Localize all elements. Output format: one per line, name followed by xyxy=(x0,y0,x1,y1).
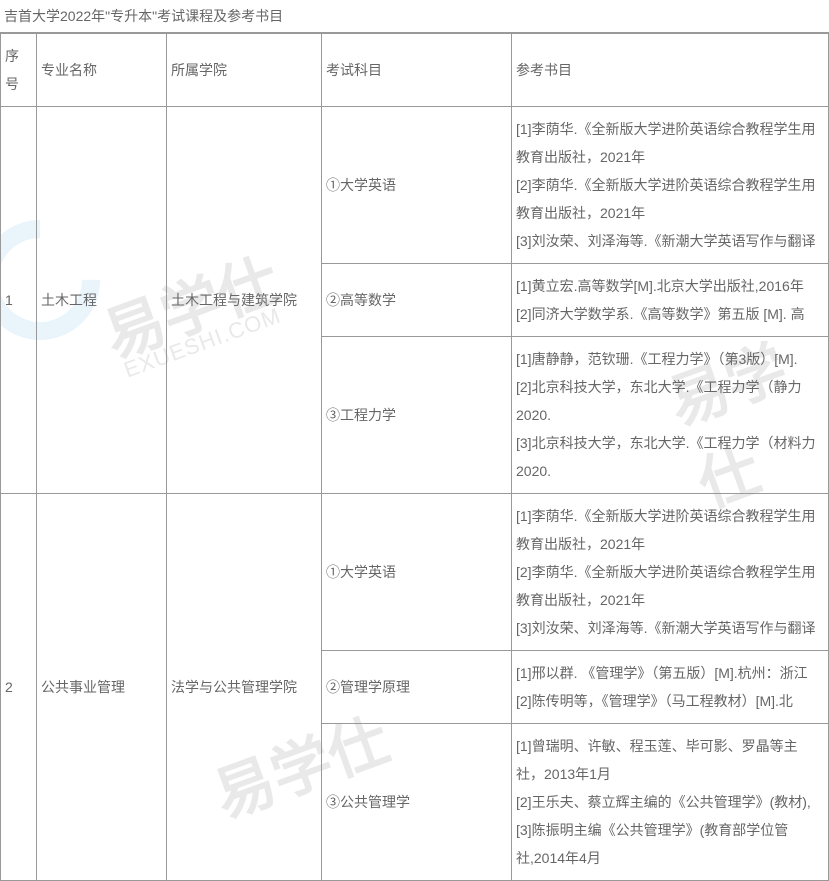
ref-line: 2020. xyxy=(516,401,824,429)
cell-ref: [1]李荫华.《全新版大学进阶英语综合教程学生用教育出版社，2021年[2]李荫… xyxy=(512,494,829,651)
ref-line: [1]李荫华.《全新版大学进阶英语综合教程学生用 xyxy=(516,502,824,530)
cell-subject: ③公共管理学 xyxy=(322,724,512,881)
ref-line: [1]邢以群. 《管理学》（第五版）[M].杭州：浙江 xyxy=(516,659,824,687)
ref-line: 教育出版社，2021年 xyxy=(516,199,824,227)
cell-major: 公共事业管理 xyxy=(37,494,167,881)
cell-major: 土木工程 xyxy=(37,107,167,494)
ref-line: [2]同济大学数学系.《高等数学》第五版 [M]. 高 xyxy=(516,300,824,328)
ref-line: 教育出版社，2021年 xyxy=(516,143,824,171)
ref-line: 教育出版社，2021年 xyxy=(516,586,824,614)
th-ref: 参考书目 xyxy=(512,34,829,107)
th-major: 专业名称 xyxy=(37,34,167,107)
ref-line: [1]唐静静，范钦珊.《工程力学》（第3版）[M]. xyxy=(516,345,824,373)
cell-college: 法学与公共管理学院 xyxy=(167,494,322,881)
cell-subject: ①大学英语 xyxy=(322,107,512,264)
ref-line: [2]李荫华.《全新版大学进阶英语综合教程学生用 xyxy=(516,558,824,586)
cell-college: 土木工程与建筑学院 xyxy=(167,107,322,494)
th-subject: 考试科目 xyxy=(322,34,512,107)
cell-ref: [1]李荫华.《全新版大学进阶英语综合教程学生用教育出版社，2021年[2]李荫… xyxy=(512,107,829,264)
ref-line: [2]陈传明等，《管理学》（马工程教材）[M].北 xyxy=(516,687,824,715)
ref-line: [3]刘汝荣、刘泽海等.《新潮大学英语写作与翻译 xyxy=(516,614,824,642)
cell-ref: [1]唐静静，范钦珊.《工程力学》（第3版）[M].[2]北京科技大学，东北大学… xyxy=(512,337,829,494)
cell-subject: ①大学英语 xyxy=(322,494,512,651)
cell-ref: [1]曾瑞明、许敏、程玉莲、毕可影、罗晶等主社，2013年1月[2]王乐夫、蔡立… xyxy=(512,724,829,881)
cell-subject: ③工程力学 xyxy=(322,337,512,494)
table-body: 1土木工程土木工程与建筑学院①大学英语[1]李荫华.《全新版大学进阶英语综合教程… xyxy=(1,107,829,881)
ref-line: [3]刘汝荣、刘泽海等.《新潮大学英语写作与翻译 xyxy=(516,227,824,255)
ref-line: 社,2014年4月 xyxy=(516,844,824,872)
ref-line: [1]黄立宏.高等数学[M].北京大学出版社,2016年 xyxy=(516,272,824,300)
ref-line: [2]王乐夫、蔡立辉主编的《公共管理学》(教材), xyxy=(516,788,824,816)
ref-line: [3]北京科技大学，东北大学.《工程力学（材料力 xyxy=(516,429,824,457)
ref-line: [2]北京科技大学，东北大学.《工程力学（静力 xyxy=(516,373,824,401)
ref-line: 社，2013年1月 xyxy=(516,760,824,788)
ref-line: 教育出版社，2021年 xyxy=(516,530,824,558)
ref-line: [3]陈振明主编《公共管理学》(教育部学位管 xyxy=(516,816,824,844)
ref-line: [2]李荫华.《全新版大学进阶英语综合教程学生用 xyxy=(516,171,824,199)
ref-line: 2020. xyxy=(516,457,824,485)
cell-subject: ②管理学原理 xyxy=(322,651,512,724)
ref-line: [1]曾瑞明、许敏、程玉莲、毕可影、罗晶等主 xyxy=(516,732,824,760)
cell-idx: 1 xyxy=(1,107,37,494)
th-idx: 序号 xyxy=(1,34,37,107)
cell-idx: 2 xyxy=(1,494,37,881)
th-college: 所属学院 xyxy=(167,34,322,107)
cell-ref: [1]黄立宏.高等数学[M].北京大学出版社,2016年[2]同济大学数学系.《… xyxy=(512,264,829,337)
table-header-row: 序号 专业名称 所属学院 考试科目 参考书目 xyxy=(1,34,829,107)
page-title: 吉首大学2022年"专升本"考试课程及参考书目 xyxy=(0,0,829,33)
ref-line: [1]李荫华.《全新版大学进阶英语综合教程学生用 xyxy=(516,115,824,143)
table-row: 2公共事业管理法学与公共管理学院①大学英语[1]李荫华.《全新版大学进阶英语综合… xyxy=(1,494,829,651)
course-table: 序号 专业名称 所属学院 考试科目 参考书目 1土木工程土木工程与建筑学院①大学… xyxy=(0,33,829,881)
table-row: 1土木工程土木工程与建筑学院①大学英语[1]李荫华.《全新版大学进阶英语综合教程… xyxy=(1,107,829,264)
cell-ref: [1]邢以群. 《管理学》（第五版）[M].杭州：浙江[2]陈传明等，《管理学》… xyxy=(512,651,829,724)
cell-subject: ②高等数学 xyxy=(322,264,512,337)
